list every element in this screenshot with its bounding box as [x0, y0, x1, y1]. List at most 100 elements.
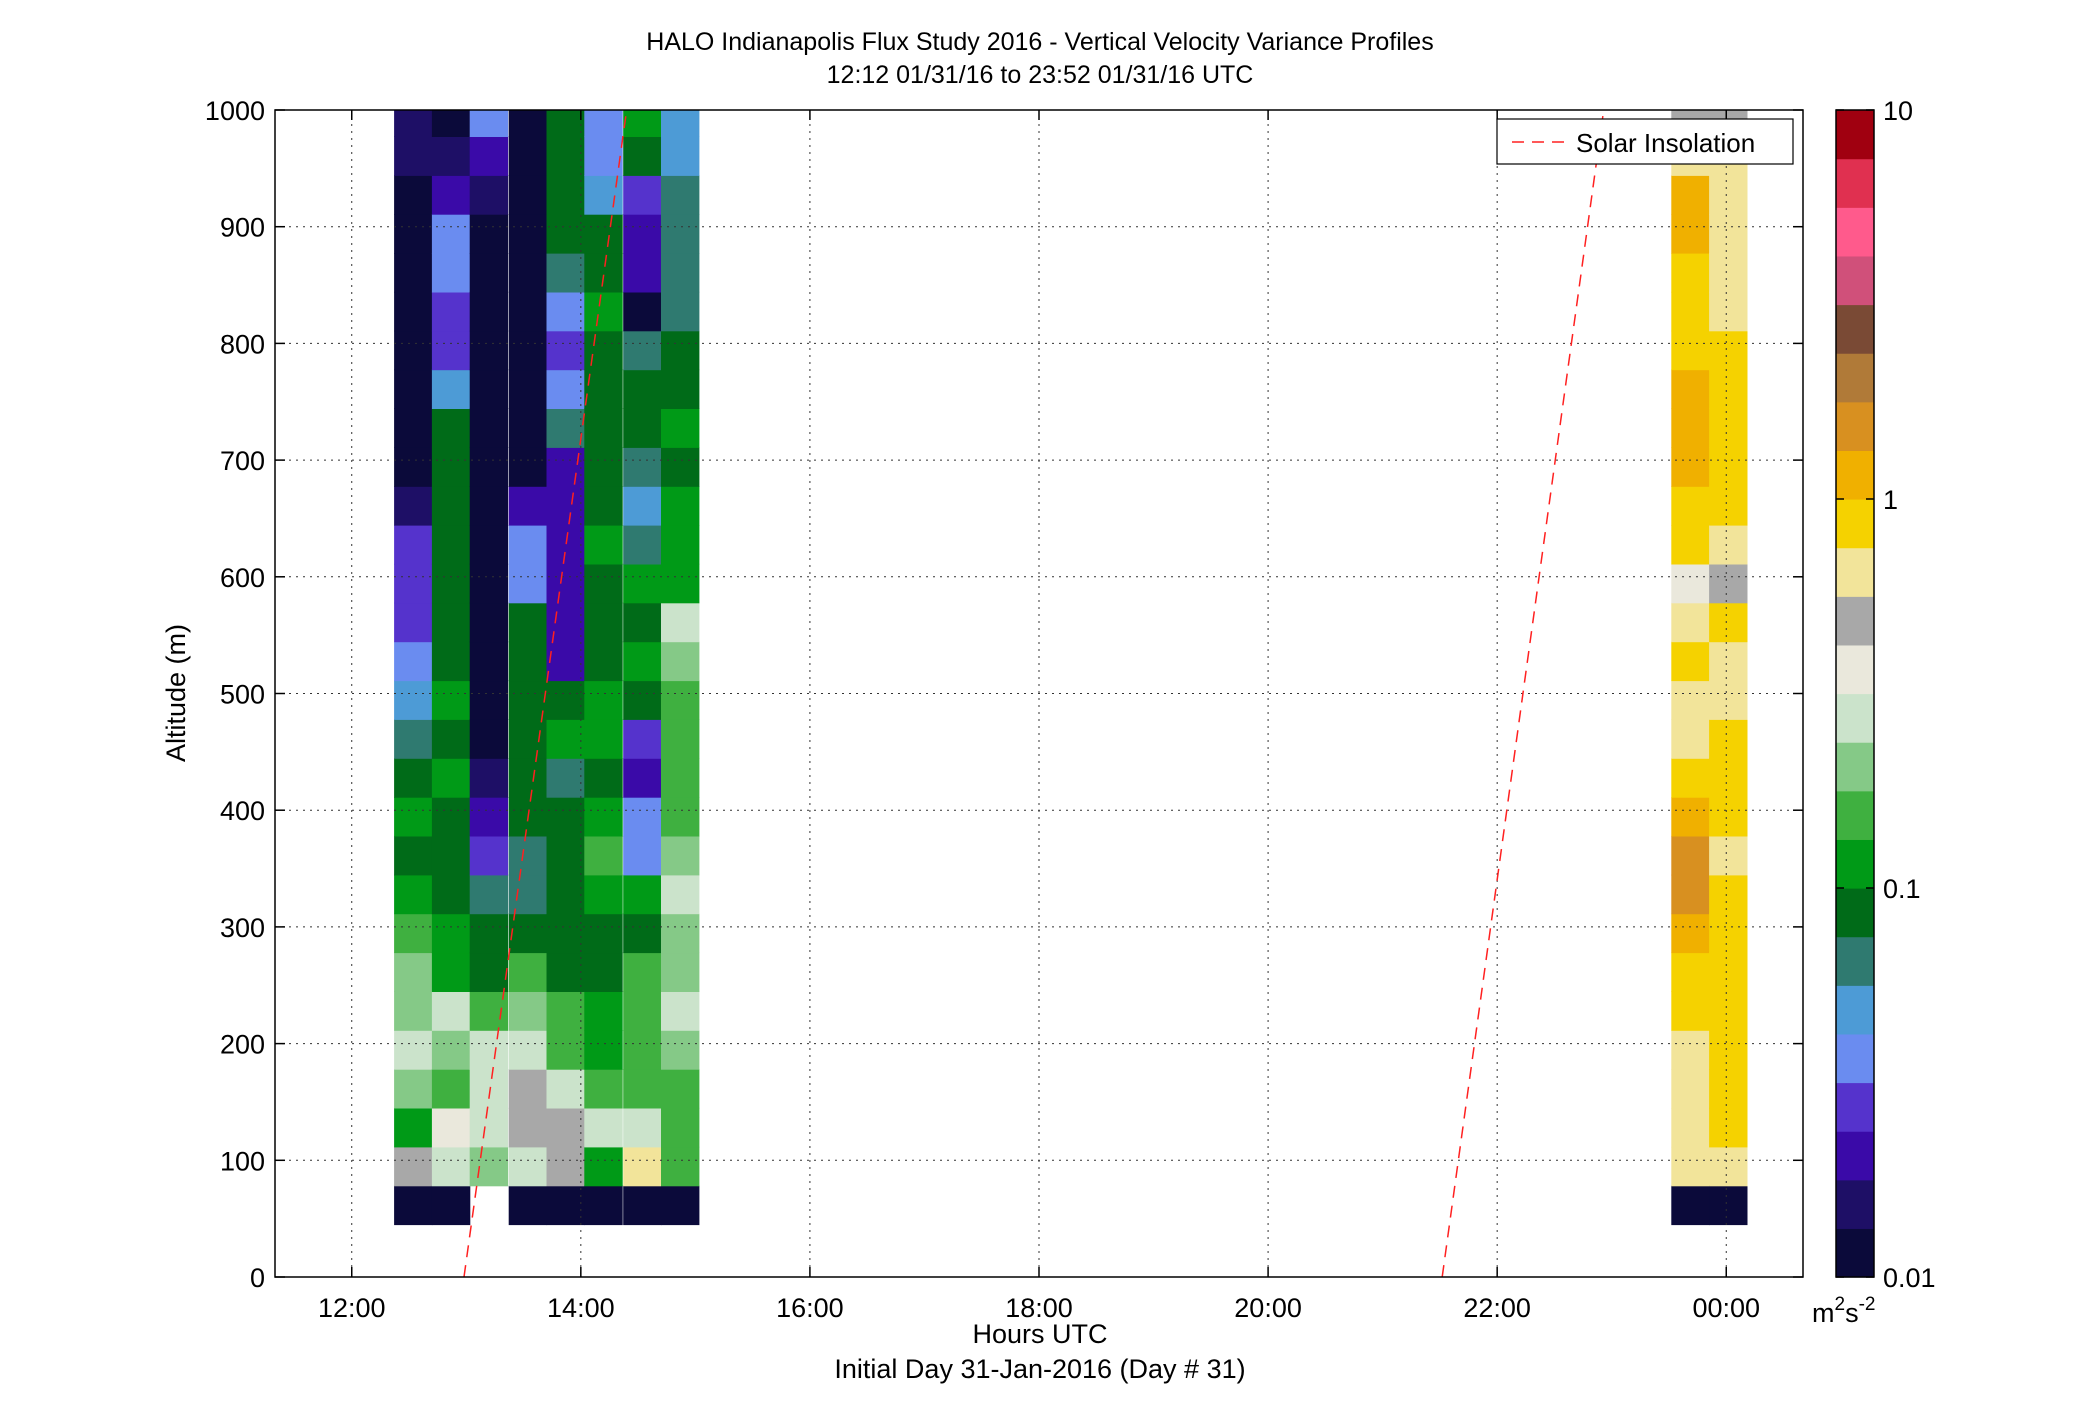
heatmap-cell — [508, 1030, 548, 1070]
heatmap-cell — [1671, 1146, 1710, 1187]
heatmap-cell — [623, 291, 662, 332]
heatmap-cell — [431, 952, 471, 992]
heatmap-cell — [661, 525, 700, 565]
heatmap-cell — [661, 835, 700, 876]
heatmap-cell — [431, 1069, 471, 1109]
heatmap-cell — [661, 408, 700, 448]
heatmap-cell — [546, 253, 585, 293]
heatmap-cell — [1709, 330, 1748, 371]
y-tick-label: 1000 — [205, 96, 265, 126]
heatmap-cell — [584, 1107, 623, 1148]
heatmap-cell — [623, 1107, 662, 1148]
heatmap-cell — [584, 408, 623, 448]
heatmap-cell — [431, 525, 471, 565]
heatmap-cell — [1671, 602, 1710, 643]
heatmap-cell — [546, 563, 585, 604]
heatmap-cell — [661, 797, 700, 837]
heatmap-cell — [1671, 525, 1710, 565]
heatmap-cell — [623, 486, 662, 526]
heatmap-cell — [546, 1030, 585, 1070]
x-tick-label: 16:00 — [776, 1293, 844, 1323]
x-tick-label: 20:00 — [1234, 1293, 1302, 1323]
heatmap-cell — [1671, 1030, 1710, 1070]
heatmap-cell — [623, 330, 662, 371]
heatmap-cell — [623, 719, 662, 759]
heatmap-cell — [623, 913, 662, 954]
colorbar-step — [1836, 839, 1874, 889]
heatmap-cell — [661, 136, 700, 176]
heatmap-cell — [623, 602, 662, 643]
y-tick-label: 0 — [250, 1263, 265, 1293]
heatmap-cell — [1671, 680, 1710, 720]
unit-mid: s — [1845, 1298, 1859, 1328]
chart-title: HALO Indianapolis Flux Study 2016 - Vert… — [646, 28, 1433, 56]
x-axis-secondary-label: Initial Day 31-Jan-2016 (Day # 31) — [834, 1354, 1245, 1384]
heatmap-cell — [1671, 408, 1710, 448]
heatmap-cell — [584, 563, 623, 604]
heatmap-cell — [1671, 991, 1710, 1031]
x-tick-label: 14:00 — [547, 1293, 615, 1323]
heatmap-cell — [394, 874, 433, 915]
heatmap-cell — [1709, 835, 1748, 876]
heatmap-cell — [546, 874, 585, 915]
heatmap-cell — [431, 680, 471, 720]
heatmap-cell — [469, 525, 509, 565]
heatmap-cell — [508, 291, 548, 332]
heatmap-cell — [431, 253, 471, 293]
colorbar-step — [1836, 353, 1874, 403]
heatmap-cell — [623, 369, 662, 409]
heatmap-cell — [394, 408, 433, 448]
heatmap-cell — [546, 110, 585, 137]
colorbar-step — [1836, 499, 1874, 549]
heatmap-cell — [1709, 797, 1748, 837]
heatmap-cell — [623, 952, 662, 992]
heatmap-cell — [469, 330, 509, 371]
heatmap-cell — [469, 1107, 509, 1148]
heatmap-cell — [469, 214, 509, 254]
heatmap-cell — [394, 291, 433, 332]
heatmap-cell — [394, 797, 433, 837]
heatmap-cell — [623, 797, 662, 837]
heatmap-cell — [1671, 641, 1710, 682]
heatmap-cell — [546, 291, 585, 332]
colorbar-step — [1836, 936, 1874, 986]
heatmap-cell — [661, 680, 700, 720]
unit-base: m — [1812, 1298, 1835, 1328]
y-tick-label: 800 — [220, 329, 265, 359]
heatmap-cell — [394, 1030, 433, 1070]
heatmap-cell — [508, 110, 548, 137]
colorbar-step — [1836, 207, 1874, 257]
heatmap-cell — [469, 602, 509, 643]
heatmap-cell — [469, 835, 509, 876]
colorbar-frame — [1835, 109, 1875, 1278]
heatmap-cell — [1671, 797, 1710, 837]
heatmap-cell — [508, 602, 548, 643]
heatmap-cell — [546, 1185, 585, 1226]
x-tick-label: 00:00 — [1692, 1293, 1760, 1323]
heatmap-cell — [1709, 175, 1748, 215]
unit-exponent-2: -2 — [1859, 1294, 1876, 1315]
heatmap-cell — [661, 1185, 700, 1226]
heatmap-cell — [431, 602, 471, 643]
colorbar-step — [1836, 1082, 1874, 1132]
heatmap-cell — [623, 1030, 662, 1070]
heatmap-cell — [394, 1107, 433, 1148]
heatmap-cell — [394, 680, 433, 720]
heatmap-cell — [1709, 1069, 1748, 1109]
heatmap-cell — [469, 486, 509, 526]
heatmap-cell — [431, 330, 471, 371]
heatmap-cell — [661, 330, 700, 371]
heatmap-cell — [431, 913, 471, 954]
heatmap-cell — [1709, 641, 1748, 682]
heatmap-cell — [508, 214, 548, 254]
heatmap-cell — [546, 680, 585, 720]
legend-box — [1496, 118, 1794, 165]
heatmap-cell — [1709, 719, 1748, 759]
heatmap-cell — [661, 874, 700, 915]
heatmap-cell — [1671, 1107, 1710, 1148]
heatmap-cell — [584, 991, 623, 1031]
heatmap-cell — [546, 369, 585, 409]
heatmap-cell — [623, 563, 662, 604]
heatmap-cell — [469, 110, 509, 137]
